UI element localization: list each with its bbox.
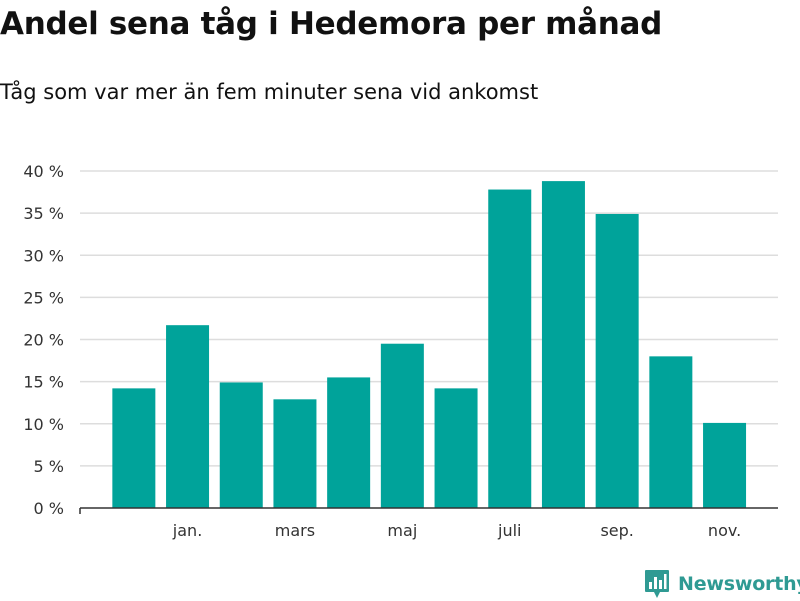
y-tick-label: 10 % [23, 415, 64, 434]
bar-nov [703, 422, 747, 508]
bars [112, 181, 747, 509]
bar-juli [488, 189, 532, 508]
x-tick-label: mars [275, 521, 315, 540]
bar-sep [595, 213, 639, 508]
bar-juni [434, 388, 478, 508]
newsworthy-logo-icon [645, 570, 669, 598]
y-tick-label: 15 % [23, 373, 64, 392]
chart-subtitle: Tåg som var mer än fem minuter sena vid … [0, 80, 539, 104]
y-tick-label: 25 % [23, 288, 64, 307]
y-tick-label: 0 % [34, 499, 64, 518]
chart-title: Andel sena tåg i Hedemora per månad [0, 6, 663, 42]
bar-maj [380, 343, 424, 508]
bar-apr [327, 377, 371, 508]
bar-dec [112, 388, 156, 508]
y-tick-label: 5 % [34, 457, 64, 476]
y-tick-label: 30 % [23, 246, 64, 265]
bar-okt [649, 356, 693, 508]
y-tick-label: 20 % [23, 331, 64, 350]
x-tick-label: juli [497, 521, 521, 540]
x-tick-label: sep. [600, 521, 633, 540]
x-tick-label: nov. [708, 521, 741, 540]
bar-aug [541, 181, 585, 509]
newsworthy-brand-name: Newsworthy [678, 573, 800, 595]
y-tick-label: 40 % [23, 162, 64, 181]
newsworthy-logo: Newsworthy [644, 567, 800, 601]
y-tick-label: 35 % [23, 204, 64, 223]
x-tick-label: maj [387, 521, 417, 540]
bar-jan [166, 325, 210, 508]
bar-feb [219, 382, 263, 508]
axes: 0 % 5 % 10 % 15 % 20 % 25 % 30 % 35 % 40 % jan. ma… [23, 162, 778, 540]
gridlines [80, 170, 778, 467]
bar-mars [273, 399, 317, 508]
x-tick-label: jan. [172, 521, 202, 540]
